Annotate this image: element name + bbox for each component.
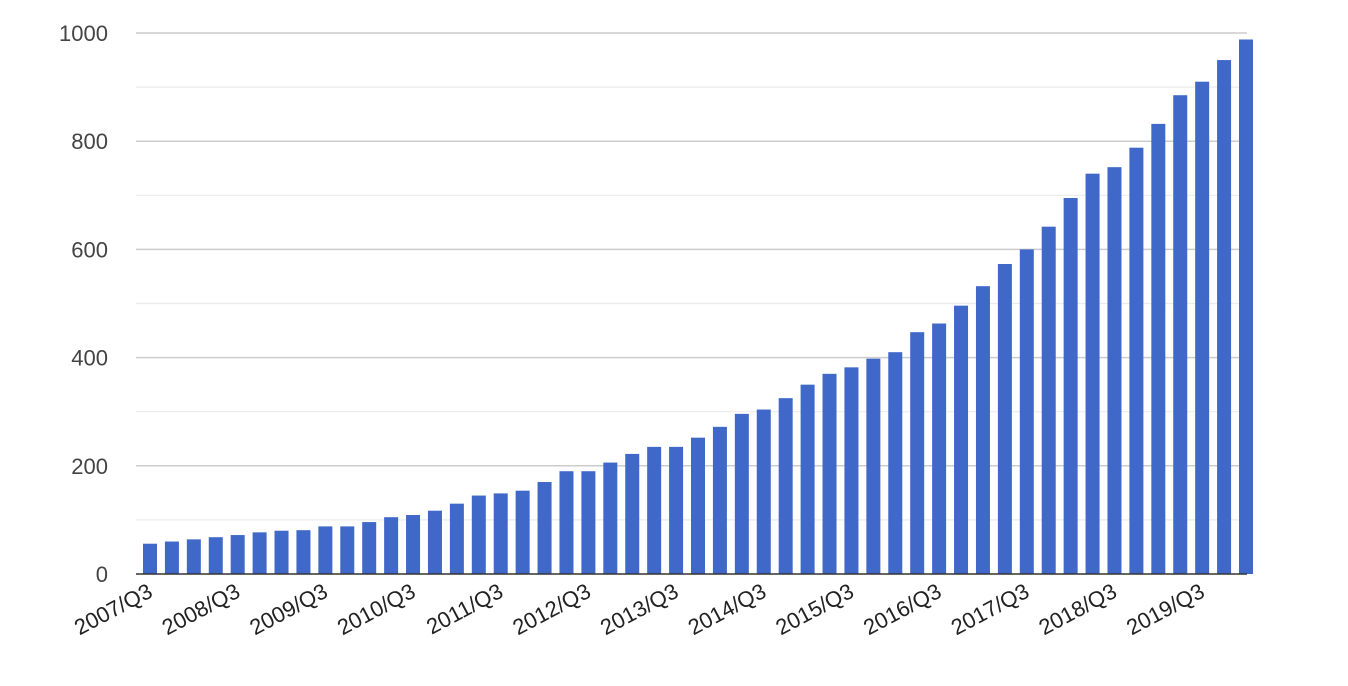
bar: [559, 471, 574, 574]
bar: [866, 358, 881, 574]
bar: [1195, 81, 1210, 574]
y-tick-label: 200: [71, 454, 108, 479]
y-tick-label: 0: [96, 562, 108, 587]
bar: [734, 413, 749, 574]
bar: [1173, 95, 1188, 574]
x-tick-label: 2013/Q3: [596, 578, 682, 640]
bar: [910, 332, 925, 574]
bar: [1217, 60, 1232, 575]
x-tick-label: 2012/Q3: [508, 578, 594, 640]
bar: [252, 532, 267, 574]
bar: [932, 323, 947, 574]
bar: [1129, 147, 1144, 574]
x-tick-label: 2008/Q3: [158, 578, 244, 640]
bar: [756, 409, 771, 574]
x-tick-label: 2016/Q3: [859, 578, 945, 640]
bar: [274, 530, 289, 574]
bar: [471, 495, 486, 574]
y-tick-label: 400: [71, 346, 108, 371]
bar: [954, 305, 969, 574]
bar: [1085, 173, 1100, 574]
bar: [296, 530, 311, 574]
bar: [603, 462, 618, 574]
bar: [712, 426, 727, 574]
bar: [997, 264, 1012, 574]
bar: [406, 515, 421, 574]
x-tick-label: 2007/Q3: [70, 578, 156, 640]
bars: [143, 39, 1253, 575]
bar: [625, 453, 640, 574]
bar: [208, 537, 223, 574]
bar: [691, 437, 705, 574]
bar: [318, 526, 333, 574]
x-tick-label: 2017/Q3: [947, 578, 1033, 640]
x-tick-label: 2010/Q3: [333, 578, 419, 640]
bar: [362, 522, 377, 574]
gridlines: [136, 32, 1247, 521]
x-axis-ticks: 2007/Q3 2008/Q3 2009/Q3 2010/Q3 2011/Q3 2012/…: [70, 578, 1208, 640]
bar: [449, 503, 464, 574]
bar: [581, 471, 596, 574]
bar: [669, 446, 684, 574]
bar: [647, 446, 662, 574]
bar: [1063, 198, 1078, 574]
bar: [340, 526, 355, 574]
bar: [888, 352, 903, 574]
bar: [844, 367, 859, 574]
y-tick-label: 800: [71, 129, 108, 154]
bar: [384, 517, 399, 574]
bar: [186, 539, 201, 574]
bar: [1107, 167, 1122, 574]
bar: [1041, 226, 1056, 575]
bar: [800, 384, 815, 574]
y-tick-label: 600: [71, 237, 108, 262]
bar: [493, 493, 508, 574]
x-tick-label: 2015/Q3: [772, 578, 858, 640]
bar: [515, 490, 530, 574]
x-tick-label: 2011/Q3: [422, 578, 507, 639]
y-tick-label: 1000: [59, 21, 108, 46]
x-tick-label: 2018/Q3: [1035, 578, 1121, 640]
x-tick-label: 2009/Q3: [245, 578, 331, 640]
x-tick-label: 2014/Q3: [684, 578, 770, 640]
bar: [975, 286, 990, 574]
bar: [1019, 249, 1034, 574]
x-tick-label: 2019/Q3: [1122, 578, 1208, 640]
bar: [427, 510, 442, 574]
bar: [164, 541, 179, 574]
bar: [1151, 123, 1166, 574]
y-axis-ticks: 0 200 400 600 800 1000: [59, 21, 108, 587]
bar: [537, 482, 552, 574]
bar: [230, 535, 245, 574]
bar: [822, 373, 837, 574]
bar: [778, 398, 793, 574]
bar: [143, 543, 157, 574]
bar: [1239, 39, 1253, 574]
